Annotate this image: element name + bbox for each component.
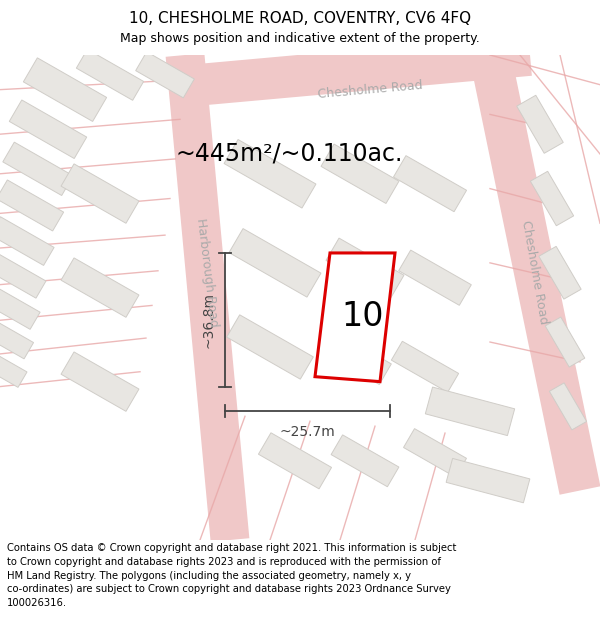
- Polygon shape: [0, 316, 34, 359]
- Polygon shape: [446, 458, 530, 503]
- Polygon shape: [229, 229, 321, 297]
- Text: 10, CHESHOLME ROAD, COVENTRY, CV6 4FQ: 10, CHESHOLME ROAD, COVENTRY, CV6 4FQ: [129, 11, 471, 26]
- Polygon shape: [530, 171, 574, 226]
- Polygon shape: [0, 251, 46, 298]
- Text: 10: 10: [342, 299, 384, 332]
- Polygon shape: [545, 317, 585, 367]
- Polygon shape: [315, 253, 395, 382]
- Text: ~445m²/~0.110ac.: ~445m²/~0.110ac.: [175, 142, 403, 166]
- Polygon shape: [227, 315, 313, 379]
- Polygon shape: [0, 346, 27, 388]
- Polygon shape: [76, 49, 143, 100]
- Polygon shape: [517, 95, 563, 153]
- Polygon shape: [224, 139, 316, 208]
- Polygon shape: [326, 238, 404, 298]
- Polygon shape: [9, 100, 87, 159]
- Polygon shape: [61, 258, 139, 318]
- Polygon shape: [391, 341, 458, 392]
- Text: Contains OS data © Crown copyright and database right 2021. This information is : Contains OS data © Crown copyright and d…: [7, 543, 457, 608]
- Polygon shape: [23, 58, 107, 121]
- Polygon shape: [136, 52, 194, 98]
- Text: Chesholme Road: Chesholme Road: [520, 220, 551, 326]
- Text: Chesholme Road: Chesholme Road: [317, 79, 423, 101]
- Polygon shape: [404, 429, 466, 477]
- Polygon shape: [425, 387, 515, 436]
- Polygon shape: [0, 180, 64, 231]
- Text: ~36.8m: ~36.8m: [201, 292, 215, 348]
- Polygon shape: [394, 156, 467, 212]
- Text: ~25.7m: ~25.7m: [280, 425, 335, 439]
- Text: Map shows position and indicative extent of the property.: Map shows position and indicative extent…: [120, 32, 480, 45]
- Polygon shape: [0, 284, 40, 329]
- Polygon shape: [321, 144, 399, 204]
- Polygon shape: [319, 329, 391, 384]
- Polygon shape: [398, 250, 472, 305]
- Polygon shape: [331, 435, 399, 487]
- Polygon shape: [61, 164, 139, 223]
- Text: Harborough Road: Harborough Road: [194, 217, 220, 328]
- Polygon shape: [61, 352, 139, 411]
- Polygon shape: [550, 383, 587, 430]
- Polygon shape: [539, 246, 581, 299]
- Polygon shape: [259, 432, 332, 489]
- Polygon shape: [3, 142, 73, 196]
- Polygon shape: [0, 217, 54, 266]
